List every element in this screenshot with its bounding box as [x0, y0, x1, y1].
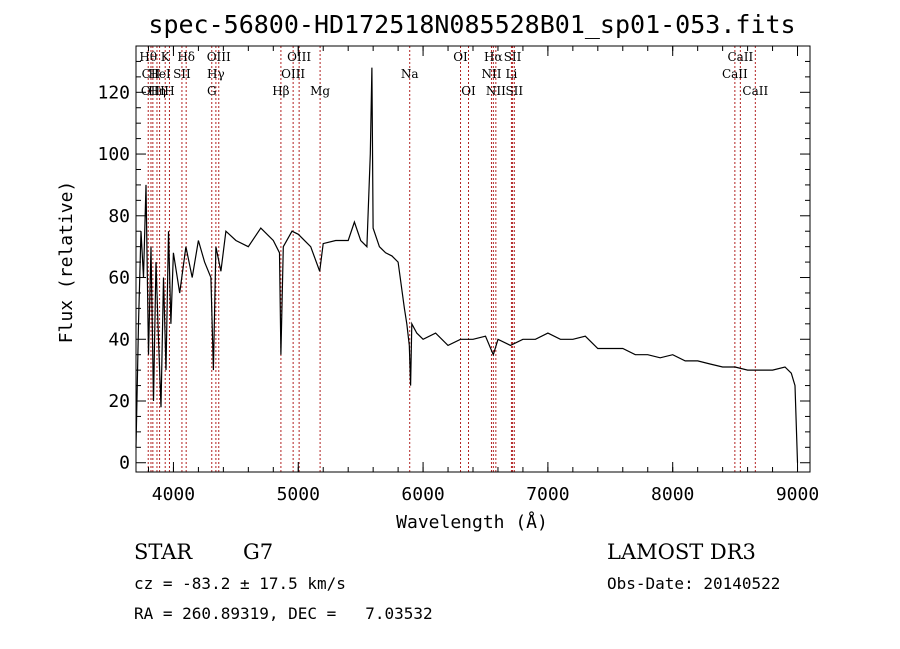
chart-title: spec-56800-HD172518N085528B01_sp01-053.f… [148, 10, 795, 39]
line-label-7: SII [173, 67, 191, 81]
spectral-line-labels: Hθ CII OIII K HeI HηH SII Hδ OIII Hγ G Hβ OIII OIII Mg… [139, 50, 768, 98]
line-label-21: NII [486, 84, 506, 98]
line-label-12: Hβ [272, 84, 289, 98]
y-tick-label-2: 40 [108, 329, 130, 350]
x-tick-label-5: 9000 [776, 484, 819, 505]
line-label-1: CII [142, 67, 161, 81]
line-label-2: OIII [141, 84, 165, 98]
plot-frame [135, 45, 811, 473]
line-label-6: H [164, 84, 174, 98]
line-label-15: Mg [310, 84, 330, 98]
x-tick-label-0: 4000 [152, 484, 195, 505]
y-axis: 0 20 40 60 80 100 120 [97, 60, 810, 474]
y-tick-label-6: 120 [97, 82, 130, 103]
flux-series-line [135, 67, 799, 463]
y-tick-label-5: 100 [97, 144, 130, 165]
x-tick-label-2: 6000 [401, 484, 444, 505]
line-label-24: SII [505, 84, 523, 98]
x-axis-label: Wavelength (Å) [396, 511, 548, 533]
y-tick-label-3: 60 [108, 268, 130, 289]
coordinates: RA = 260.89319, DEC = 7.03532 [134, 604, 433, 623]
line-label-0: Hθ [139, 50, 157, 64]
observation-date: Obs-Date: 20140522 [607, 574, 781, 593]
line-label-19: Hα [484, 50, 503, 64]
y-tick-label-0: 0 [119, 453, 130, 474]
line-label-13: OIII [287, 50, 311, 64]
line-label-23: Li [506, 67, 518, 81]
spectral-line-markers [147, 46, 756, 472]
x-tick-label-3: 7000 [526, 484, 569, 505]
redshift-cz: cz = -83.2 ± 17.5 km/s [134, 574, 346, 593]
y-axis-label: Flux (relative) [56, 181, 77, 344]
x-axis: 4000 5000 6000 7000 8000 9000 [147, 46, 819, 505]
line-label-16: Na [401, 67, 419, 81]
line-label-26: CaII [722, 67, 748, 81]
object-subclass: G7 [243, 540, 274, 564]
line-label-27: CaII [742, 84, 768, 98]
line-label-22: SII [504, 50, 522, 64]
object-class: STAR [134, 540, 193, 564]
line-label-17: OI [453, 50, 468, 64]
line-label-10: Hγ [207, 67, 225, 81]
line-label-5: Hη [148, 84, 166, 98]
y-tick-label-4: 80 [108, 206, 130, 227]
line-label-9: OIII [207, 50, 231, 64]
line-label-3: K [161, 50, 171, 64]
line-label-20: NII [481, 67, 501, 81]
line-label-14: OIII [281, 67, 305, 81]
x-tick-label-1: 5000 [277, 484, 320, 505]
line-label-18: OI [461, 84, 476, 98]
x-tick-label-4: 8000 [651, 484, 694, 505]
survey-name: LAMOST DR3 [607, 540, 756, 564]
line-label-4: HeI [148, 67, 171, 81]
line-label-25: CaII [727, 50, 753, 64]
line-label-11: G [207, 84, 217, 98]
line-label-8: Hδ [177, 50, 195, 64]
y-tick-label-1: 20 [108, 391, 130, 412]
